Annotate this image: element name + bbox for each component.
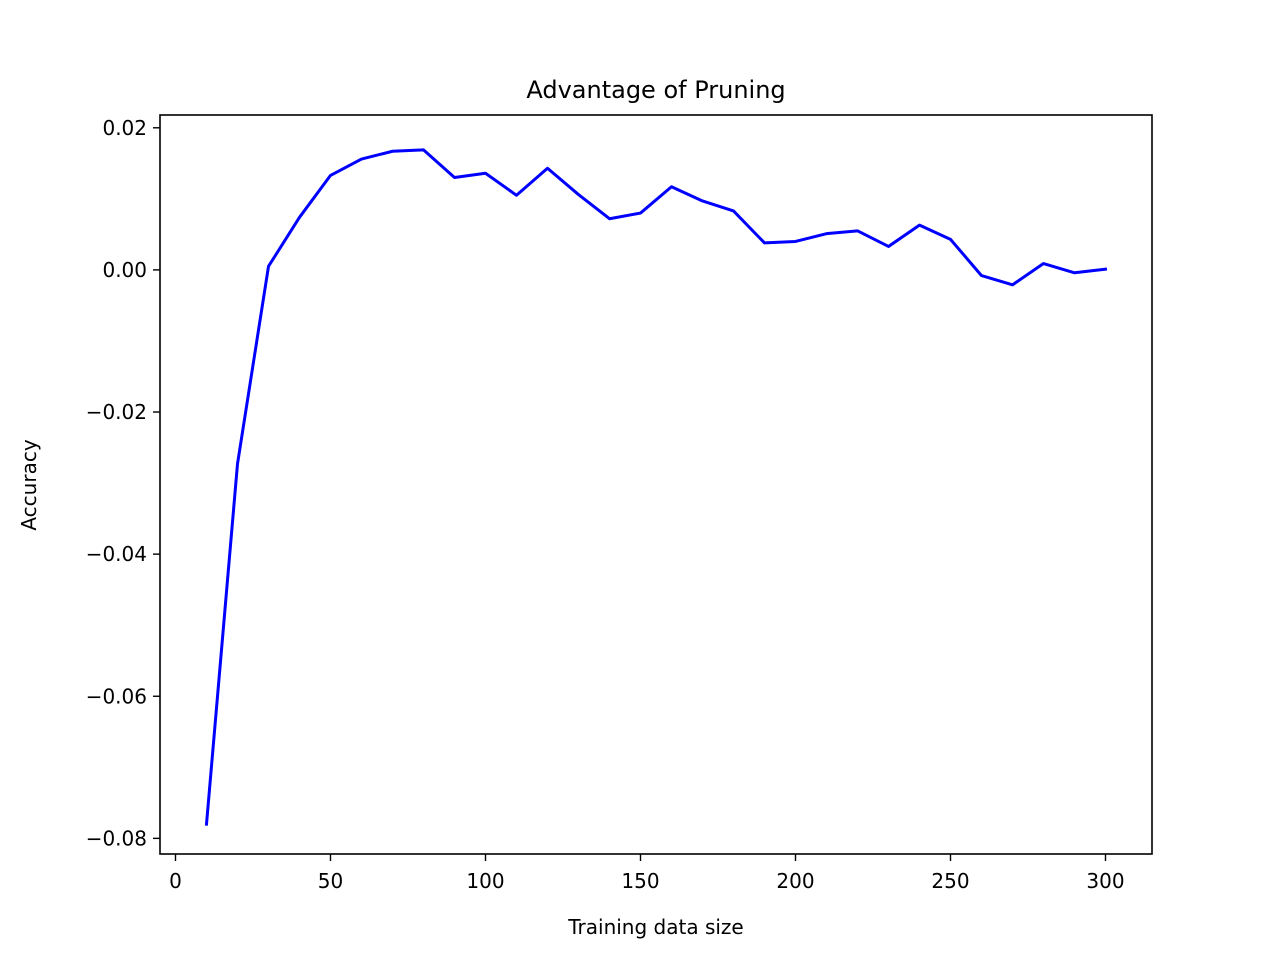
y-tick-label: −0.06 [86,684,147,708]
y-axis: 0.02 0.00 −0.02 −0.04 −0.06 −0.08 [86,116,160,850]
x-axis-label: Training data size [567,915,743,939]
y-tick-label: 0.00 [102,258,147,282]
series-line [204,148,1108,826]
y-tick-label: 0.02 [102,116,147,140]
chart-title: Advantage of Pruning [526,76,785,104]
y-tick-label: −0.02 [86,400,147,424]
plot-area [160,115,1152,854]
plot-frame [159,114,1153,855]
x-tick-label: 50 [318,869,343,893]
x-axis: 0 50 100 150 200 250 300 [169,854,1125,893]
y-axis-label: Accuracy [17,439,41,530]
x-tick-label: 0 [169,869,182,893]
series-layer [204,148,1108,826]
x-tick-label: 200 [776,869,814,893]
y-tick-label: −0.08 [86,826,147,850]
x-tick-label: 100 [466,869,504,893]
x-tick-label: 150 [621,869,659,893]
x-tick-label: 300 [1086,869,1124,893]
x-tick-label: 250 [931,869,969,893]
y-tick-label: −0.04 [86,542,147,566]
